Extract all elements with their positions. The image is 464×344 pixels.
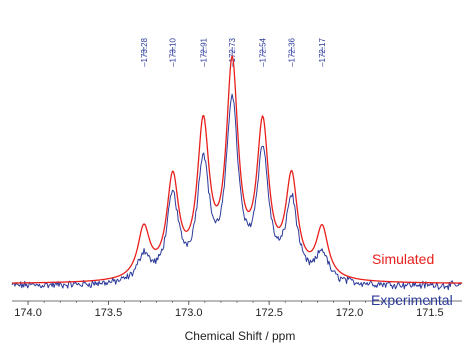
peak-label-ticks bbox=[143, 47, 323, 55]
series-line-experimental bbox=[11, 93, 463, 291]
peak-labels: –173.28 –173.10 –172.91 –172.73 –172.54 –172.… bbox=[140, 37, 327, 66]
x-tick-label: 173.0 bbox=[175, 307, 203, 319]
peak-label: –172.73 bbox=[228, 37, 237, 66]
plot-series bbox=[11, 55, 463, 291]
peak-label: –172.91 bbox=[199, 37, 208, 66]
peak-label: –173.28 bbox=[140, 37, 149, 66]
peak-label: –172.54 bbox=[259, 37, 268, 66]
x-tick-label: 171.5 bbox=[416, 307, 444, 319]
x-axis-title: Chemical Shift / ppm bbox=[185, 329, 296, 343]
legend-experimental: Experimental bbox=[371, 292, 453, 308]
x-tick-label: 174.0 bbox=[14, 307, 42, 319]
legend-simulated: Simulated bbox=[372, 251, 434, 267]
x-tick-label: 172.0 bbox=[336, 307, 364, 319]
x-axis-tick-labels: 174.0 173.5 173.0 172.5 172.0 171.5 bbox=[14, 307, 443, 319]
x-tick-label: 172.5 bbox=[255, 307, 283, 319]
peak-label: –173.10 bbox=[169, 37, 178, 66]
x-tick-label: 173.5 bbox=[95, 307, 123, 319]
series-line-simulated bbox=[11, 55, 463, 284]
peak-label: –172.17 bbox=[318, 37, 327, 66]
peak-label: –172.36 bbox=[288, 37, 297, 66]
x-axis-ticks bbox=[27, 301, 447, 305]
